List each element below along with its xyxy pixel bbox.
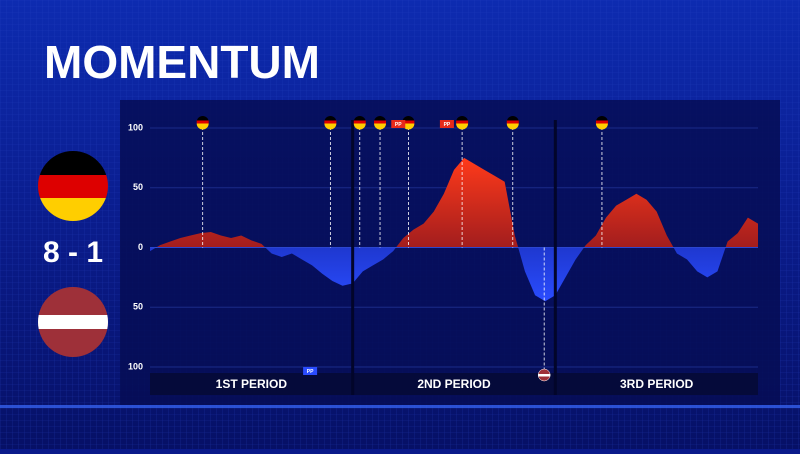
y-tick-label: 50 xyxy=(133,302,143,312)
flag-stripe xyxy=(374,123,387,130)
momentum-area-home xyxy=(156,157,758,247)
flag-stripe xyxy=(196,123,209,130)
title: MOMENTUM xyxy=(44,36,320,88)
home-goal-marker xyxy=(353,116,366,248)
flag-stripe xyxy=(506,120,519,124)
flag-stripe xyxy=(324,120,337,124)
flag-stripe xyxy=(595,120,608,124)
flag-stripe xyxy=(595,123,608,130)
home-goal-marker xyxy=(324,116,337,248)
home-goal-marker xyxy=(374,116,387,248)
flag-stripe xyxy=(456,123,469,130)
flag-stripe xyxy=(456,120,469,124)
momentum-area-away xyxy=(150,247,758,302)
pp-badge xyxy=(303,367,318,375)
flag-stripe xyxy=(353,123,366,130)
flag-stripe xyxy=(402,120,415,124)
plot: 100 50 0 50 100 1ST PERIOD 2ND PERIOD 3RD PERIO… xyxy=(128,116,758,395)
flag-stripe xyxy=(324,123,337,130)
chart-panel xyxy=(120,100,780,405)
flag-stripe xyxy=(196,120,209,124)
flag-stripe xyxy=(402,123,415,130)
pp-label: PP xyxy=(444,122,451,128)
flag-stripe xyxy=(538,374,551,377)
period-label: 2ND PERIOD xyxy=(417,377,491,391)
home-goal-marker xyxy=(506,116,519,248)
flag-stripe xyxy=(353,120,366,124)
y-tick-label: 0 xyxy=(138,242,143,252)
home-goal-marker xyxy=(456,116,469,248)
y-tick-label: 50 xyxy=(133,182,143,192)
pp-badge xyxy=(391,120,406,128)
y-tick-label: 100 xyxy=(128,361,143,371)
pp-badge xyxy=(439,120,454,128)
score: 8 - 1 xyxy=(43,236,103,269)
home-goal-marker xyxy=(402,116,415,248)
flag-stripe xyxy=(374,120,387,124)
period-label: 1ST PERIOD xyxy=(216,377,288,391)
y-tick-label: 100 xyxy=(128,122,143,132)
pp-label: PP xyxy=(307,369,314,375)
glow-line xyxy=(0,405,800,408)
period-bar xyxy=(150,373,758,395)
period-label: 3RD PERIOD xyxy=(620,377,694,391)
home-goal-marker xyxy=(595,116,608,248)
pp-label: PP xyxy=(395,122,402,128)
home-goal-marker xyxy=(196,116,209,248)
away-flag xyxy=(38,287,108,357)
flag-stripe xyxy=(506,123,519,130)
away-goal-marker xyxy=(537,247,551,382)
